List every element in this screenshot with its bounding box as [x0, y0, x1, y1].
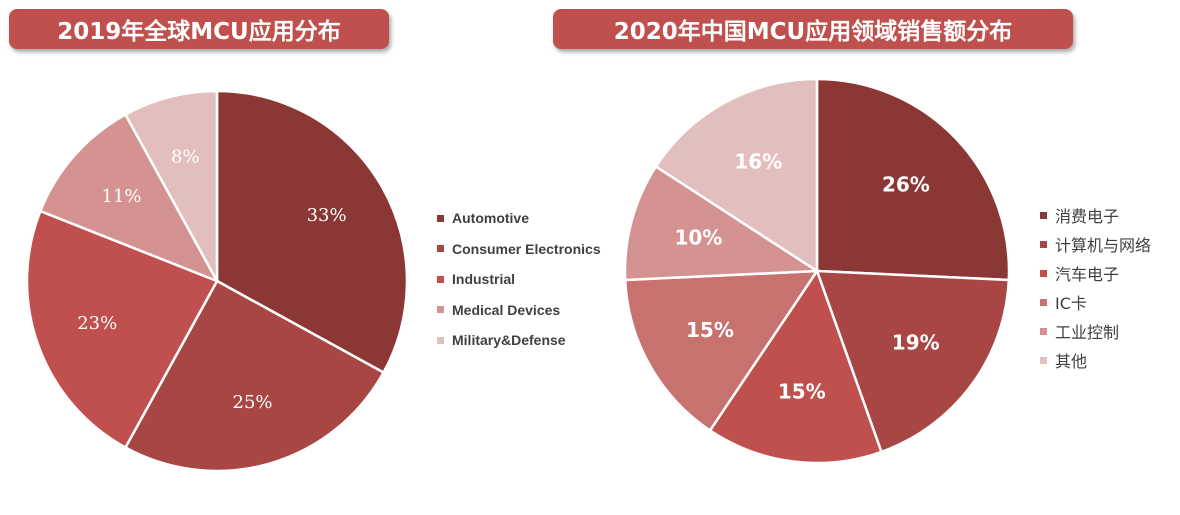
slice-label-right-4: 10% [674, 225, 722, 249]
pie-slice-left-3 [38, 112, 220, 284]
legend-item-left-2: Industrial [437, 271, 515, 287]
legend-label: Medical Devices [452, 301, 561, 318]
legend-label: Consumer Electronics [452, 240, 601, 257]
legend-item-right-0: 消费电子 [1040, 203, 1119, 227]
legend-label: Industrial [452, 271, 516, 287]
legend-item-left-0: Automotive [437, 210, 529, 226]
pie-right: 26% 19% 15% 15% 10% 16% [623, 77, 1011, 465]
legend-label: IC卡 [1055, 294, 1087, 313]
legend-label: 工业控制 [1055, 323, 1120, 342]
legend-item-left-1: Consumer Electronics [437, 241, 601, 257]
pie-slice-right-3 [623, 269, 820, 433]
legend-swatch [437, 306, 444, 313]
legend-label: 汽车电子 [1055, 265, 1120, 284]
legend-swatch [1040, 356, 1047, 364]
pie-slice-right-1 [815, 269, 1011, 454]
slice-label-right-2: 15% [778, 379, 826, 403]
legend-item-right-2: 汽车电子 [1040, 261, 1119, 285]
pie-slice-right-4 [623, 164, 821, 282]
legend-item-right-4: 工业控制 [1040, 319, 1119, 343]
legend-swatch [437, 245, 444, 252]
legend-label: 计算机与网络 [1055, 236, 1152, 255]
pie-slice-left-2 [25, 209, 219, 450]
pie-slice-left-4 [123, 89, 219, 282]
pie-slice-right-5 [654, 77, 819, 274]
legend-swatch [437, 336, 444, 344]
legend-item-left-4: Military&Defense [437, 332, 566, 348]
legend-swatch [1040, 269, 1047, 277]
chart-title-left: 2019年全球MCU应用分布 [9, 9, 389, 49]
legend-swatch [437, 214, 444, 222]
slice-label-left-0: 33% [307, 205, 347, 226]
pie-slice-right-2 [708, 268, 884, 465]
legend-label: 其他 [1055, 352, 1088, 371]
pie-left: 33% 25% 23% 11% 8% [25, 89, 409, 473]
legend-item-right-5: 其他 [1040, 348, 1087, 372]
legend-item-right-1: 计算机与网络 [1040, 232, 1151, 256]
legend-label: Automotive [452, 210, 529, 226]
slice-label-right-1: 19% [892, 331, 940, 355]
slice-label-right-5: 16% [734, 150, 782, 174]
legend-item-right-3: IC卡 [1040, 290, 1087, 314]
slice-label-right-0: 26% [882, 173, 930, 197]
legend-swatch [1040, 298, 1047, 306]
slice-label-left-2: 23% [77, 313, 117, 334]
legend-swatch [1040, 211, 1047, 219]
legend-label: 消费电子 [1055, 207, 1120, 226]
legend-swatch [437, 275, 444, 283]
slice-label-left-4: 8% [171, 147, 200, 168]
slice-label-left-3: 11% [102, 186, 142, 207]
slice-label-left-1: 25% [233, 392, 273, 413]
slice-label-right-3: 15% [686, 318, 734, 342]
legend-label: Military&Defense [452, 332, 566, 348]
pie-slice-left-1 [123, 279, 386, 473]
legend-swatch [1040, 327, 1047, 335]
chart-title-right: 2020年中国MCU应用领域销售额分布 [553, 9, 1073, 49]
legend-swatch [1040, 240, 1047, 248]
legend-item-left-3: Medical Devices [437, 302, 560, 318]
pie-slice-left-0 [215, 89, 409, 375]
pie-slice-right-0 [815, 77, 1011, 282]
